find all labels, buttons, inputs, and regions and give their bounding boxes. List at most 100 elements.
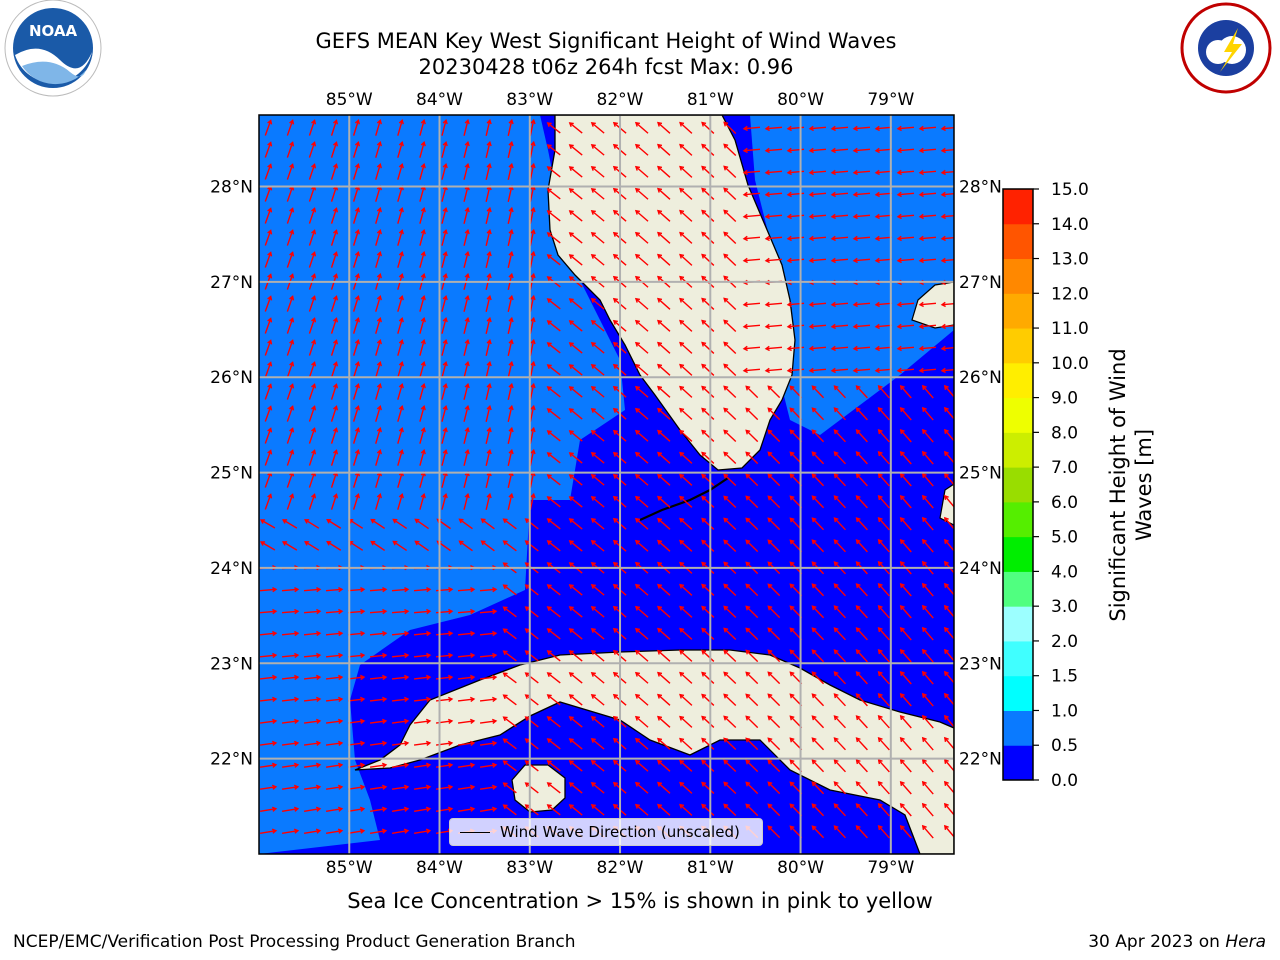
- latitude-label: 23°N: [959, 654, 1002, 674]
- wave-arrow-head: [470, 674, 476, 681]
- wave-arrow-head: [852, 235, 858, 242]
- wave-arrow: [325, 808, 343, 812]
- wave-arrow: [765, 258, 783, 262]
- wave-arrow-head: [492, 674, 498, 681]
- wave-arrow-head: [332, 163, 339, 169]
- wave-arrow-head: [469, 740, 476, 746]
- wave-arrow-head: [420, 360, 426, 367]
- wave-arrow-head: [420, 272, 426, 279]
- wave-arrow-head: [326, 519, 332, 524]
- wave-arrow-head: [376, 163, 382, 169]
- wave-arrow-head: [272, 608, 278, 615]
- wave-arrow-head: [723, 341, 729, 347]
- wave-arrow: [529, 142, 535, 158]
- wave-arrow-head: [311, 229, 317, 235]
- wave-arrow-head: [940, 235, 946, 242]
- wave-arrow-head: [833, 561, 839, 567]
- wave-arrow: [352, 208, 360, 224]
- wave-arrow-head: [568, 782, 574, 787]
- wave-arrow-head: [634, 407, 641, 413]
- wave-arrow: [745, 627, 759, 641]
- wave-arrow: [765, 126, 783, 130]
- wave-arrow-head: [789, 451, 795, 457]
- wave-arrow-head: [679, 275, 685, 281]
- wave-arrow: [657, 782, 671, 794]
- wave-arrow: [875, 346, 893, 350]
- wave-arrow-head: [634, 275, 641, 281]
- wave-arrow: [463, 428, 469, 444]
- wave-arrow-head: [830, 213, 836, 220]
- wave-arrow: [897, 346, 915, 350]
- wave-arrow: [547, 760, 561, 772]
- wave-arrow-head: [634, 121, 641, 127]
- wave-arrow: [308, 472, 316, 488]
- wave-arrow: [485, 120, 491, 136]
- wave-arrow-head: [376, 119, 382, 125]
- wave-arrow: [765, 214, 783, 218]
- wave-arrow: [529, 230, 535, 246]
- wave-arrow-head: [612, 737, 618, 743]
- wave-arrow-head: [679, 583, 685, 589]
- wave-arrow: [286, 164, 294, 180]
- wave-arrow-head: [921, 670, 927, 677]
- wave-arrow: [485, 230, 491, 246]
- wave-arrow: [657, 650, 671, 662]
- wave-arrow-head: [546, 254, 552, 260]
- wave-arrow: [326, 541, 342, 551]
- wave-arrow: [635, 430, 649, 442]
- wave-arrow: [547, 584, 561, 596]
- wave-arrow: [679, 122, 693, 134]
- wave-arrow-head: [491, 806, 498, 812]
- wave-arrow: [479, 676, 497, 680]
- wave-arrow-head: [442, 448, 448, 455]
- wave-arrow-head: [918, 301, 924, 308]
- wave-arrow: [900, 671, 912, 685]
- wave-arrow-head: [767, 407, 773, 413]
- wave-arrow: [809, 192, 827, 196]
- wave-arrow-head: [267, 207, 273, 213]
- wave-arrow: [856, 759, 868, 773]
- wave-arrow-head: [679, 693, 685, 699]
- wave-arrow-head: [612, 803, 618, 809]
- wave-arrow-head: [874, 235, 880, 242]
- wave-arrow-head: [742, 367, 748, 374]
- wave-arrow: [743, 324, 761, 328]
- wave-arrow-head: [546, 694, 552, 700]
- wave-arrow-head: [530, 338, 536, 345]
- wave-arrow-head: [530, 426, 536, 433]
- wave-arrow: [875, 302, 893, 306]
- wave-arrow: [900, 429, 912, 443]
- wave-arrow: [831, 214, 849, 218]
- wave-arrow: [875, 236, 893, 240]
- wave-arrow-head: [546, 276, 552, 282]
- wave-arrow: [547, 738, 561, 750]
- wave-arrow: [811, 715, 825, 729]
- wave-arrow: [767, 627, 781, 641]
- wave-arrow: [591, 672, 605, 684]
- wave-arrow-head: [354, 141, 361, 147]
- wave-arrow: [370, 519, 386, 529]
- wave-arrow: [900, 473, 912, 487]
- wave-arrow-head: [877, 759, 883, 765]
- wave-arrow-head: [448, 652, 454, 659]
- wave-arrow: [897, 170, 915, 174]
- wave-arrow-head: [701, 539, 707, 545]
- wave-arrow: [463, 406, 469, 422]
- wave-arrow: [547, 386, 561, 398]
- wave-arrow: [264, 340, 272, 356]
- wave-arrow: [856, 605, 868, 619]
- wave-arrow: [591, 496, 605, 508]
- colorbar-segment: [1003, 432, 1033, 468]
- wave-arrow-head: [316, 630, 322, 637]
- wave-arrow: [679, 804, 693, 816]
- wave-arrow-head: [612, 231, 618, 237]
- wave-arrow: [765, 324, 783, 328]
- wave-arrow: [457, 610, 475, 614]
- wave-arrow-head: [811, 825, 817, 831]
- wave-arrow: [281, 829, 299, 835]
- wave-arrow-head: [764, 147, 770, 154]
- colorbar-segment: [1003, 223, 1033, 260]
- wave-arrow-head: [568, 430, 574, 435]
- wave-arrow-head: [830, 191, 836, 198]
- wave-arrow-head: [508, 206, 514, 213]
